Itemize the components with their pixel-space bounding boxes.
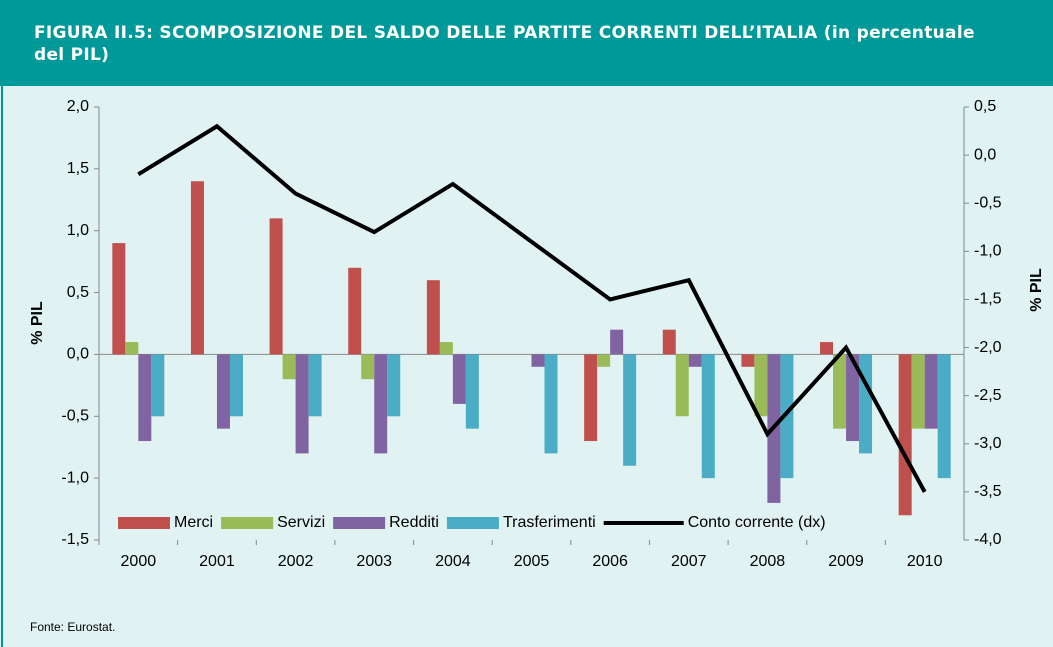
legend-label: Merci xyxy=(174,514,213,531)
bar xyxy=(125,342,139,355)
bar xyxy=(820,342,834,355)
bar xyxy=(151,354,165,417)
line xyxy=(137,123,927,493)
legend-swatch xyxy=(221,517,274,529)
bar xyxy=(584,354,598,442)
legend-swatch xyxy=(118,517,170,529)
bar xyxy=(348,267,362,355)
x-tick-label: 2000 xyxy=(121,553,157,570)
bar xyxy=(439,342,453,355)
bar xyxy=(846,354,860,442)
y2-tick-label: -3,5 xyxy=(974,483,1002,500)
bar xyxy=(531,354,545,367)
y-tick-label: -1,0 xyxy=(61,469,89,486)
bar xyxy=(282,354,296,380)
y2-tick-label: -2,5 xyxy=(974,387,1002,404)
legend-label: Redditi xyxy=(389,514,439,531)
bar xyxy=(937,354,951,479)
bar xyxy=(112,243,126,355)
bar xyxy=(859,354,873,454)
bar xyxy=(138,354,152,442)
bar xyxy=(216,354,230,429)
bar xyxy=(754,354,768,417)
x-tick-label: 2009 xyxy=(828,553,864,570)
x-tick-label: 2001 xyxy=(199,553,235,570)
bar xyxy=(452,354,466,404)
x-tick-label: 2006 xyxy=(592,553,628,570)
y-tick-label: 0,0 xyxy=(67,346,89,363)
x-tick-label: 2004 xyxy=(435,553,471,570)
chart-title: FIGURA II.5: SCOMPOSIZIONE DEL SALDO DEL… xyxy=(0,0,1053,86)
bar xyxy=(426,280,440,355)
bar xyxy=(911,354,925,429)
y-tick-label: -1,5 xyxy=(61,531,89,548)
legend-swatch xyxy=(446,517,499,529)
bar xyxy=(544,354,558,454)
y-tick-label: 0,5 xyxy=(67,284,89,301)
bar xyxy=(780,354,794,479)
bar xyxy=(465,354,479,429)
y2-axis-label: % PIL xyxy=(1028,268,1045,312)
bar xyxy=(361,354,375,380)
bar xyxy=(662,329,676,355)
bar xyxy=(597,354,611,367)
x-tick-label: 2005 xyxy=(514,553,550,570)
bar xyxy=(741,354,755,367)
x-tick-label: 2010 xyxy=(907,553,943,570)
y-tick-label: 1,0 xyxy=(67,222,89,239)
y2-tick-label: -2,0 xyxy=(974,339,1002,356)
bar xyxy=(269,218,283,355)
bar xyxy=(924,354,938,429)
y2-tick-label: -3,0 xyxy=(974,435,1002,452)
y-tick-label: -0,5 xyxy=(61,408,89,425)
bar xyxy=(190,181,204,355)
legend-swatch xyxy=(333,517,386,529)
bar xyxy=(898,354,912,516)
legend-label: Trasferimenti xyxy=(503,514,596,531)
y2-tick-label: -4,0 xyxy=(974,531,1002,548)
x-tick-label: 2008 xyxy=(750,553,786,570)
bar xyxy=(295,354,309,454)
bar xyxy=(833,354,847,429)
y-tick-label: 2,0 xyxy=(67,98,89,115)
y2-tick-label: -1,0 xyxy=(974,243,1002,260)
y2-tick-label: 0,0 xyxy=(974,146,996,163)
y-tick-label: 1,5 xyxy=(67,160,89,177)
bar xyxy=(229,354,243,417)
bar xyxy=(610,329,624,355)
x-tick-label: 2002 xyxy=(278,553,314,570)
legend-label: Servizi xyxy=(277,514,325,531)
bar xyxy=(308,354,322,417)
bar xyxy=(374,354,388,454)
bar xyxy=(701,354,715,479)
x-tick-label: 2007 xyxy=(671,553,707,570)
x-tick-label: 2003 xyxy=(356,553,392,570)
bar xyxy=(688,354,702,367)
bar xyxy=(387,354,401,417)
y2-tick-label: -1,5 xyxy=(974,291,1002,308)
bar xyxy=(675,354,689,417)
source: Fonte: Eurostat. xyxy=(30,620,115,634)
y2-tick-label: 0,5 xyxy=(974,98,996,115)
y-axis-label: % PIL xyxy=(29,301,46,345)
y2-tick-label: -0,5 xyxy=(974,194,1002,211)
legend-label: Conto corrente (dx) xyxy=(688,514,826,531)
bar xyxy=(623,354,637,466)
